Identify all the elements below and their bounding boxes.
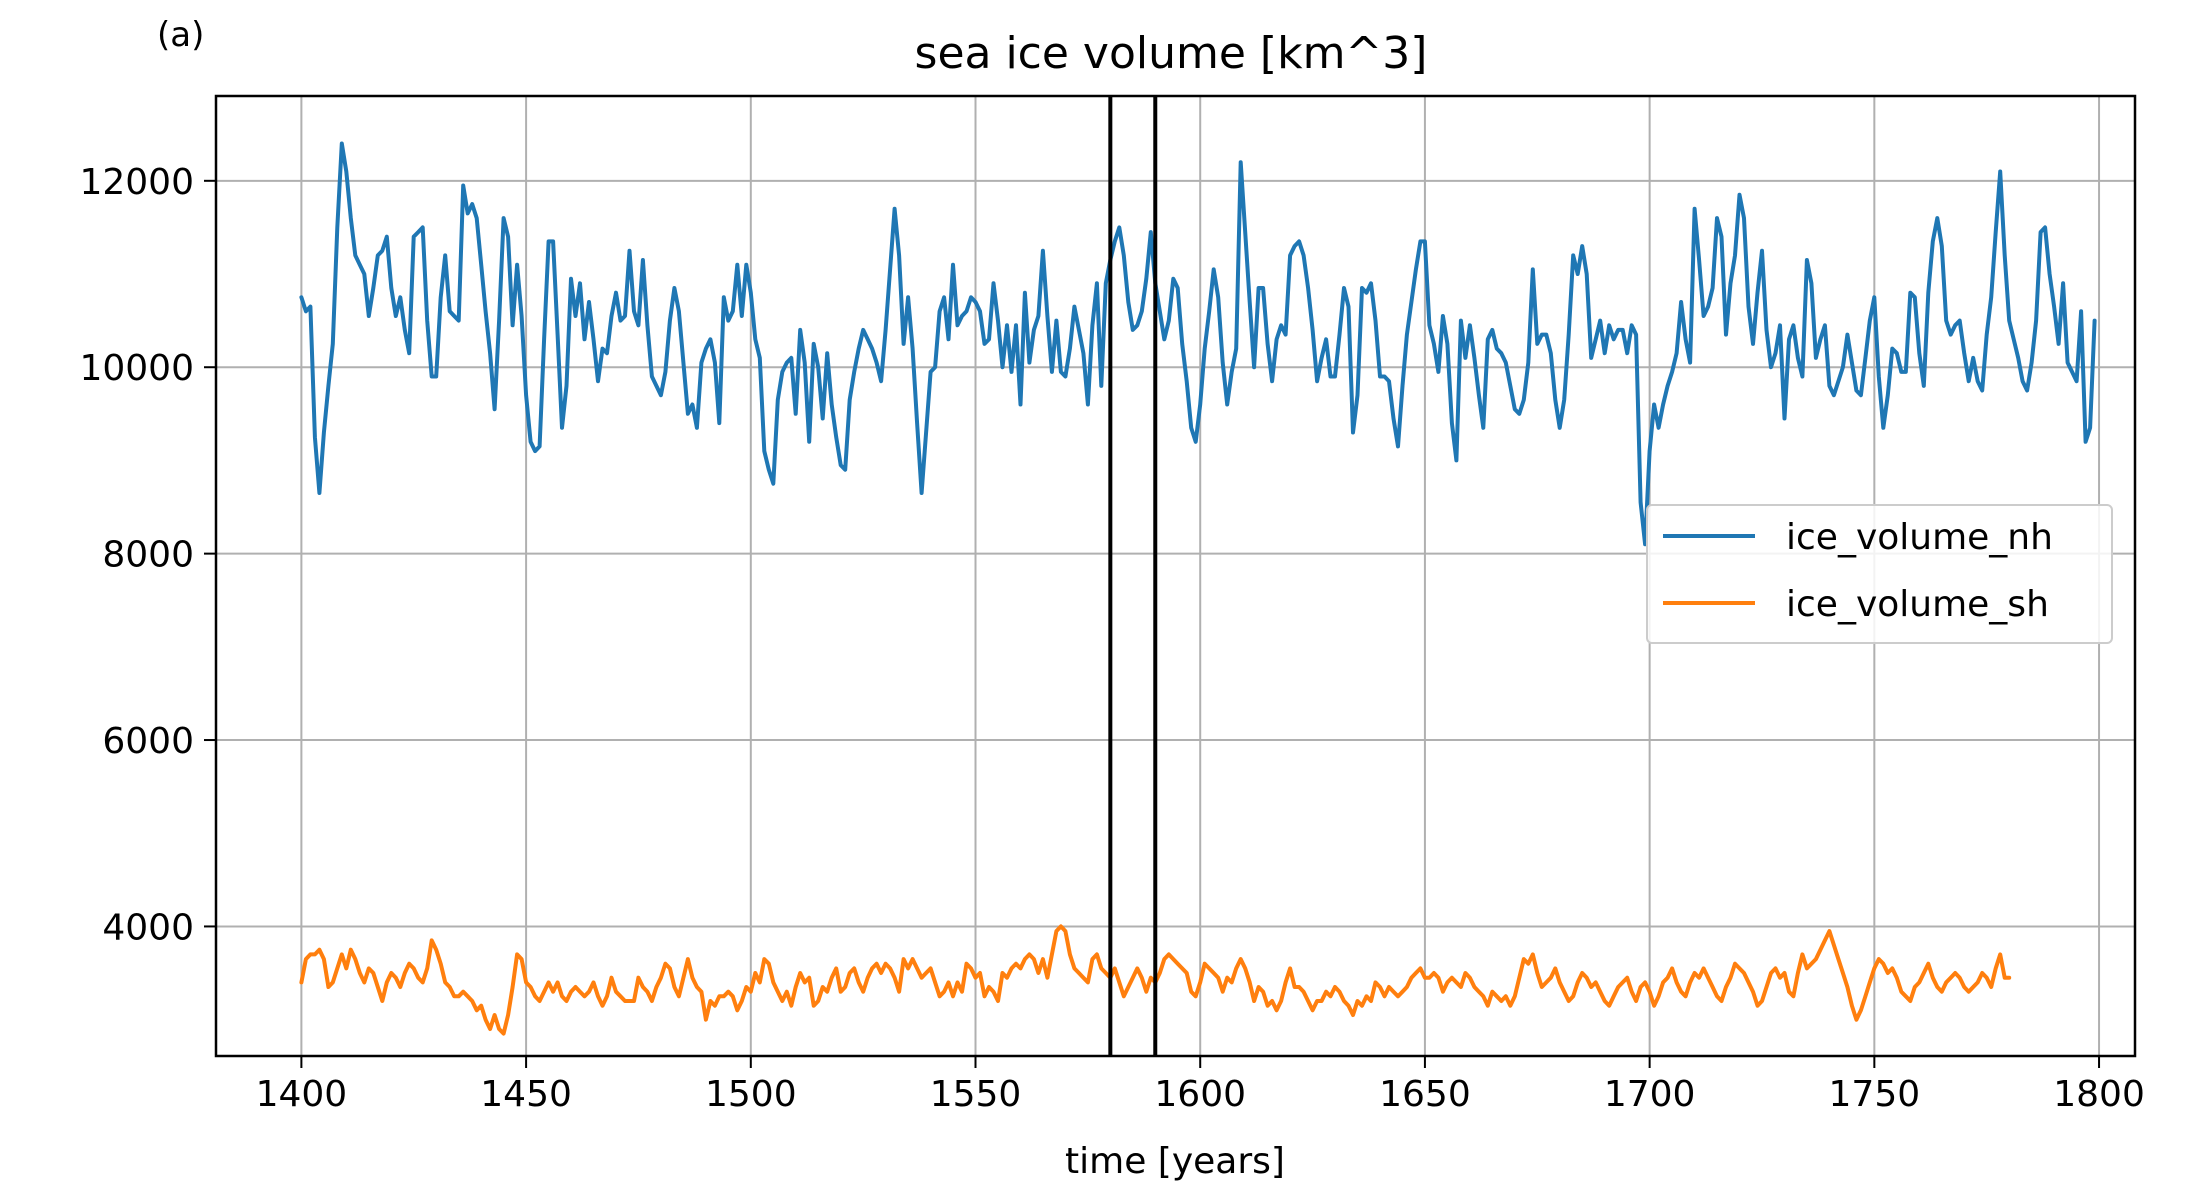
x-tick-label: 1400 bbox=[256, 1074, 348, 1115]
x-tick-label: 1600 bbox=[1154, 1074, 1246, 1115]
panel-label: (a) bbox=[157, 15, 204, 55]
x-tick-label: 1750 bbox=[1829, 1074, 1921, 1115]
x-tick-label: 1550 bbox=[930, 1074, 1022, 1115]
x-tick-label: 1800 bbox=[2053, 1074, 2145, 1115]
y-tick-label: 8000 bbox=[102, 535, 194, 576]
x-tick-label: 1500 bbox=[705, 1074, 797, 1115]
y-tick-label: 12000 bbox=[79, 162, 194, 203]
grid bbox=[216, 96, 2135, 1056]
y-axis-ticks: 4000 6000 8000 10000 12000 bbox=[79, 162, 216, 948]
x-tick-label: 1700 bbox=[1604, 1074, 1696, 1115]
legend-box bbox=[1646, 504, 2113, 644]
chart-title: sea ice volume [km^3] bbox=[915, 28, 1428, 79]
plot-frame bbox=[214, 94, 2137, 1058]
x-tick-label: 1450 bbox=[480, 1074, 572, 1115]
legend-label-nh: ice_volume_nh bbox=[1786, 517, 2053, 558]
x-tick-label: 1650 bbox=[1379, 1074, 1471, 1115]
x-axis-label: time [years] bbox=[1065, 1141, 1285, 1181]
legend-label-sh: ice_volume_sh bbox=[1786, 584, 2049, 625]
y-tick-label: 6000 bbox=[102, 721, 194, 762]
series-line-ice_volume_nh bbox=[299, 141, 2097, 547]
x-axis-ticks: 1400 1450 1500 1550 1600 1650 1700 1750 1800 bbox=[256, 1056, 2145, 1115]
y-tick-label: 4000 bbox=[102, 907, 194, 948]
y-tick-label: 10000 bbox=[79, 348, 194, 389]
vertical-markers bbox=[1108, 96, 1158, 1056]
legend: ice_volume_nh ice_volume_sh bbox=[1646, 504, 2113, 644]
